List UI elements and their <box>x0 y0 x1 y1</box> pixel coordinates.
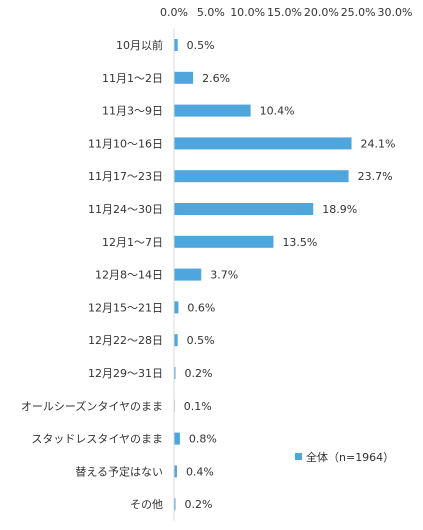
bar-series <box>174 39 352 511</box>
category-label: 12月8～14日 <box>95 269 163 282</box>
category-label: スタッドレスタイヤのまま <box>31 433 163 446</box>
category-label: その他 <box>130 498 163 511</box>
bar <box>174 235 274 248</box>
data-label: 18.9% <box>322 203 357 216</box>
category-label: 11月10～16日 <box>88 137 163 150</box>
x-tick-label: 0.0% <box>160 6 188 19</box>
bar <box>174 498 176 511</box>
x-tick-label: 10.0% <box>230 6 265 19</box>
bar <box>174 301 179 314</box>
x-tick-label: 20.0% <box>304 6 339 19</box>
x-tick-label: 5.0% <box>197 6 225 19</box>
bar <box>174 71 194 84</box>
bar <box>174 367 176 379</box>
legend-swatch <box>295 453 302 460</box>
data-label: 2.6% <box>202 72 230 85</box>
category-label: 12月15～21日 <box>88 301 163 314</box>
legend: 全体（n=1964） <box>295 450 394 464</box>
data-label: 13.5% <box>282 236 317 249</box>
bar <box>174 39 178 51</box>
y-axis-labels: 10月以前 11月1～2日 11月3～9日 11月10～16日 11月17～23日 11月… <box>21 38 163 511</box>
bar <box>174 268 202 281</box>
x-tick-label: 25.0% <box>341 6 376 19</box>
x-tick-label: 30.0% <box>378 6 413 19</box>
data-label: 3.7% <box>210 269 238 282</box>
bar <box>174 465 177 478</box>
category-label: 11月1～2日 <box>102 72 163 85</box>
legend-label: 全体（n=1964） <box>306 450 394 464</box>
bar <box>174 432 180 445</box>
bar <box>174 104 251 117</box>
category-label: 10月以前 <box>116 38 163 52</box>
category-label: 12月22～28日 <box>88 334 163 347</box>
data-label: 0.2% <box>184 367 212 380</box>
data-label: 0.1% <box>184 400 212 413</box>
category-label: 12月29～31日 <box>88 367 163 380</box>
data-label: 0.5% <box>187 39 215 52</box>
data-label: 0.6% <box>187 301 215 314</box>
data-label: 0.4% <box>186 465 214 478</box>
category-label: 11月24～30日 <box>88 203 163 216</box>
bar <box>174 203 314 215</box>
category-label: 11月17～23日 <box>88 170 163 183</box>
data-label: 0.2% <box>184 498 212 511</box>
category-label: 12月1～7日 <box>102 236 163 249</box>
bar <box>174 137 352 150</box>
data-labels: 0.5% 2.6% 10.4% 24.1% 23.7% 18.9% 13.5% 3.7% 0.6… <box>184 39 396 511</box>
bar <box>174 170 349 183</box>
category-label: 替える予定はない <box>75 464 163 478</box>
bar <box>174 334 178 347</box>
data-label: 10.4% <box>260 105 295 118</box>
category-label: オールシーズンタイヤのまま <box>21 399 163 413</box>
data-label: 24.1% <box>361 137 396 150</box>
x-axis-ticks: 0.0% 5.0% 10.0% 15.0% 20.0% 25.0% 30.0% <box>160 6 412 19</box>
data-label: 0.8% <box>189 433 217 446</box>
x-tick-label: 15.0% <box>267 6 302 19</box>
data-label: 23.7% <box>358 170 393 183</box>
data-label: 0.5% <box>187 334 215 347</box>
category-label: 11月3～9日 <box>102 105 163 118</box>
